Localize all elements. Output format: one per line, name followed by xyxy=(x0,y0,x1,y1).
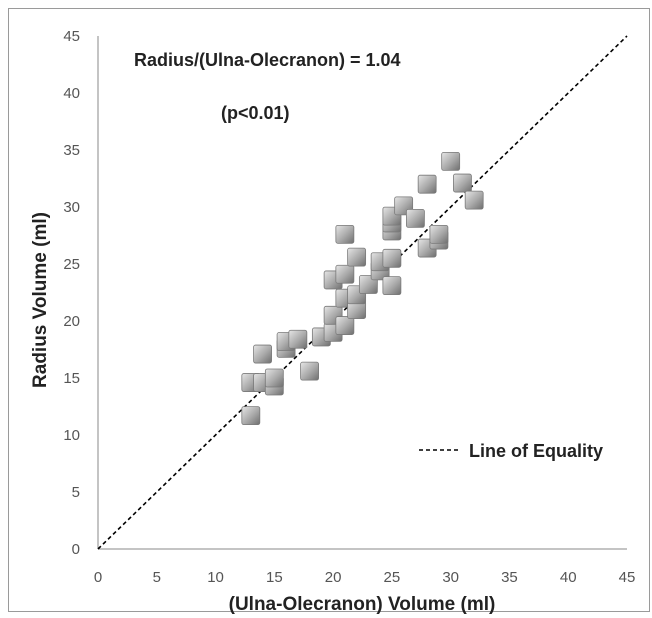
x-tick-label: 45 xyxy=(619,569,636,586)
x-tick-label: 30 xyxy=(442,569,459,586)
data-point xyxy=(288,329,308,349)
axes xyxy=(97,36,627,550)
line-of-equality xyxy=(97,35,628,550)
data-point xyxy=(405,208,425,228)
data-points xyxy=(241,151,484,426)
data-point xyxy=(464,190,484,210)
y-tick-label: 20 xyxy=(63,313,80,330)
x-tick-label: 10 xyxy=(207,569,224,586)
y-tick-label: 40 xyxy=(63,85,80,102)
x-tick-label: 5 xyxy=(153,569,161,586)
x-tick-label: 20 xyxy=(325,569,342,586)
data-point xyxy=(335,316,355,335)
y-tick-label: 5 xyxy=(72,484,80,501)
x-tick-label: 25 xyxy=(384,569,401,586)
legend-entry-line-of-equality: Line of Equality xyxy=(469,441,603,461)
data-point xyxy=(347,247,367,267)
data-point xyxy=(453,173,472,193)
data-point xyxy=(417,174,437,194)
data-point xyxy=(253,344,272,364)
data-point xyxy=(441,151,461,171)
y-tick-label: 25 xyxy=(63,256,80,273)
data-point xyxy=(382,276,402,296)
y-axis-title: Radius Volume (ml) xyxy=(30,212,51,388)
y-tick-label: 45 xyxy=(63,28,80,45)
data-point xyxy=(335,264,355,284)
x-tick-label: 15 xyxy=(266,569,283,586)
y-tick-label: 10 xyxy=(63,427,80,444)
data-point xyxy=(241,406,261,426)
y-tick-labels: 0 5 10 15 20 25 30 35 40 45 xyxy=(63,28,80,558)
y-tick-label: 0 xyxy=(72,541,80,558)
data-point xyxy=(335,224,355,244)
y-tick-label: 30 xyxy=(63,199,80,216)
x-tick-label: 40 xyxy=(560,569,577,586)
y-tick-label: 15 xyxy=(63,370,80,387)
data-point xyxy=(264,368,284,388)
ratio-annotation: Radius/(Ulna-Olecranon) = 1.04 xyxy=(134,50,401,70)
data-point xyxy=(429,224,449,244)
data-point xyxy=(300,361,320,381)
legend: Line of Equality xyxy=(419,441,603,461)
p-value-annotation: (p<0.01) xyxy=(221,103,290,123)
x-tick-label: 0 xyxy=(94,569,102,586)
data-point xyxy=(382,248,402,268)
x-axis-title: (Ulna-Olecranon) Volume (ml) xyxy=(229,594,496,615)
y-tick-label: 35 xyxy=(63,142,80,159)
x-tick-label: 35 xyxy=(501,569,518,586)
x-tick-labels: 0 5 10 15 20 25 30 35 40 45 xyxy=(94,569,636,586)
